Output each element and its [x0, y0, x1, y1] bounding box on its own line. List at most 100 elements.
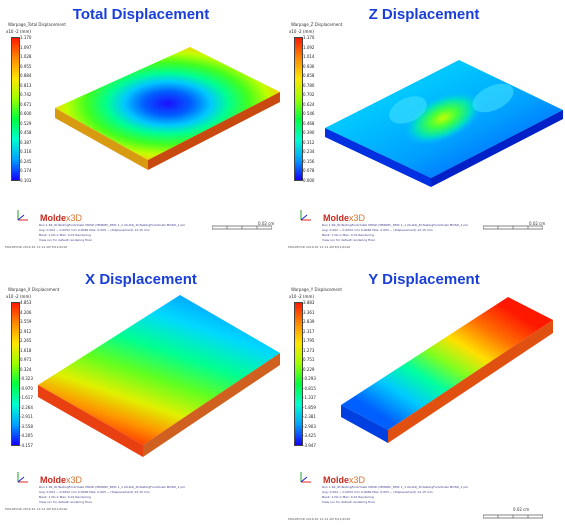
info-line: Avg: 0.002 ~ 0.0052 1/m 0.0066 Max: 0.00…: [39, 490, 150, 494]
panel-title: Total Displacement: [72, 6, 210, 23]
info-line: View run for default rendering final: [39, 238, 92, 242]
tick-label: 0.624: [303, 101, 315, 107]
axis-triad-icon: [17, 472, 28, 483]
tick-label: -1.617: [20, 395, 33, 400]
info-line: Bank: 1 No-C Max: 0.01 Rendering: [39, 495, 91, 499]
info-line: Bank: 1 No-C Max: 0.01 Rendering: [322, 233, 374, 237]
tick-label: 1.795: [303, 338, 315, 343]
tick-label: 0.312: [303, 139, 315, 145]
scale-bar: [483, 514, 543, 519]
colorbar: [294, 37, 303, 181]
info-line: Avg: 0.002 ~ 0.0052 1/m 0.0066 Max: 0.00…: [322, 490, 433, 494]
info-line: Avg: 0.002 ~ 0.0052 1/m 0.0066 Max: 0.00…: [322, 228, 433, 232]
plate-model: [325, 60, 563, 187]
tick-label: -2.264: [20, 404, 33, 410]
colorbar-ticks: 1.170 1.097 1.028 0.955 0.884 0.813 0.74…: [20, 35, 44, 183]
tick-label: 1.092: [303, 44, 315, 50]
tick-label: 0.245: [20, 158, 32, 164]
tick-label: -3.558: [20, 423, 33, 429]
tick-label: 0.234: [303, 149, 315, 154]
tick-label: 1.618: [20, 347, 32, 353]
tick-label: 1.097: [20, 44, 32, 50]
panel-title: Y Displacement: [368, 271, 480, 288]
tick-label: 0.458: [20, 130, 32, 135]
scale-bar: [483, 225, 543, 230]
tick-label: -4.157: [20, 442, 33, 448]
tick-label: -3.425: [303, 433, 316, 438]
scale-label: 0.02 cm: [258, 221, 275, 226]
tick-label: -3.947: [303, 442, 316, 448]
tick-label: -1.859: [303, 404, 316, 410]
tick-label: 0.390: [303, 130, 315, 135]
tick-label: -2.911: [20, 414, 33, 419]
run-info: Run 1 R2_ID-TestingForArtnabi MOSD (MMSM…: [322, 223, 512, 243]
tick-label: 2.317: [303, 328, 315, 334]
colorbar-ticks: 4.853 4.206 3.559 2.912 2.265 1.618 0.97…: [20, 300, 44, 448]
tick-label: 2.265: [20, 338, 32, 343]
info-line: Run 1 R2_ID-TestingForArtnabi MOSD (MMSM…: [322, 485, 469, 489]
tick-label: 0.103: [20, 177, 32, 183]
colorbar: [11, 302, 20, 446]
panel-title: Z Displacement: [368, 6, 480, 23]
info-line: Run 1 R2_ID-TestingForArtnabi MOSD (MMSM…: [322, 223, 469, 227]
tick-label: 1.170: [20, 35, 32, 40]
result-label: Warpage_Total Displacement: [8, 22, 66, 27]
tick-label: 0.813: [20, 82, 32, 88]
tick-label: 0.156: [303, 158, 315, 164]
run-info: Run 1 R2_ID-TestingForArtnabi MOSD (MMSM…: [322, 485, 512, 505]
colorbar-ticks: 1.170 1.092 1.014 0.936 0.858 0.780 0.70…: [303, 35, 327, 183]
tick-label: 0.955: [20, 63, 32, 69]
panel-y-displacement: Y Displacement Warpage_Y Displacement x1…: [283, 265, 565, 530]
tick-label: 0.324: [20, 366, 32, 372]
tick-label: -2.903: [303, 423, 316, 429]
panel-total-displacement: Total Displacement Warpage_Total Displac…: [0, 0, 282, 265]
info-line: Run 1 R2_ID-TestingForArtnabi MOSD (MMSM…: [39, 223, 186, 227]
footer-text: MOLDEX3D 2016 R1 11:14 AM 8/11/2016: [5, 245, 68, 249]
tick-label: 0.780: [303, 82, 315, 88]
tick-label: 3.361: [303, 309, 315, 315]
tick-label: 0.858: [303, 73, 315, 78]
tick-label: 0.751: [303, 357, 315, 362]
info-line: Run 1 R2_ID-TestingForArtnabi MOSD (MMSM…: [39, 485, 186, 489]
run-info: Run 1 R2_ID-TestingForArtnabi MOSD (MMSM…: [39, 485, 229, 505]
tick-label: 0.229: [303, 366, 315, 372]
tick-label: 1.028: [20, 54, 32, 59]
colorbar: [294, 302, 303, 446]
result-label: Warpage_Y Displacement: [291, 287, 342, 292]
moldex3d-logo: Moldex3D: [40, 213, 83, 223]
tick-label: 0.316: [20, 149, 32, 154]
axis-triad-icon: [300, 472, 311, 483]
tick-label: -0.815: [303, 385, 316, 391]
tick-label: 3.559: [20, 319, 32, 324]
unit-label: x10 -2 (mm): [6, 29, 31, 34]
footer-text: MOLDEX3D 2016 R1 11:14 AM 8/11/2016: [288, 245, 351, 249]
colorbar: [11, 37, 20, 181]
tick-label: 0.702: [303, 92, 315, 97]
tick-label: -0.323: [20, 376, 33, 381]
info-line: Avg: 0.002 ~ 0.0052 1/m 0.0066 Max: 0.00…: [39, 228, 150, 232]
panel-title: X Displacement: [85, 271, 197, 288]
tick-label: 4.853: [20, 300, 32, 305]
tick-label: -0.970: [20, 385, 33, 391]
tick-label: 0.742: [20, 92, 32, 97]
unit-label: x10 -2 (mm): [289, 294, 314, 299]
tick-label: -2.381: [303, 414, 316, 419]
moldex3d-logo: Moldex3D: [323, 475, 366, 485]
footer-text: MOLDEX3D 2016 R1 11:14 AM 8/11/2016: [5, 507, 68, 511]
info-line: View run for default rendering final: [322, 500, 375, 504]
tick-label: 0.000: [303, 177, 315, 183]
tick-label: 4.206: [20, 309, 32, 315]
scale-bar: [212, 225, 272, 230]
result-label: Warpage_Z Displacement: [291, 22, 343, 27]
tick-label: 0.387: [20, 139, 32, 145]
axis-triad-icon: [17, 210, 28, 221]
tick-label: 0.884: [20, 73, 32, 78]
info-line: Bank: 1 No-C Max: 0.01 Rendering: [322, 495, 374, 499]
plate-model: [55, 47, 280, 170]
result-label: Warpage_X Displacement: [8, 287, 60, 292]
moldex3d-logo: Moldex3D: [323, 213, 366, 223]
tick-label: 0.600: [20, 111, 32, 116]
scale-label: 0.02 cm: [529, 221, 546, 226]
run-info: Run 1 R2_ID-TestingForArtnabi MOSD (MMSM…: [39, 223, 229, 243]
tick-label: 1.273: [303, 347, 315, 353]
